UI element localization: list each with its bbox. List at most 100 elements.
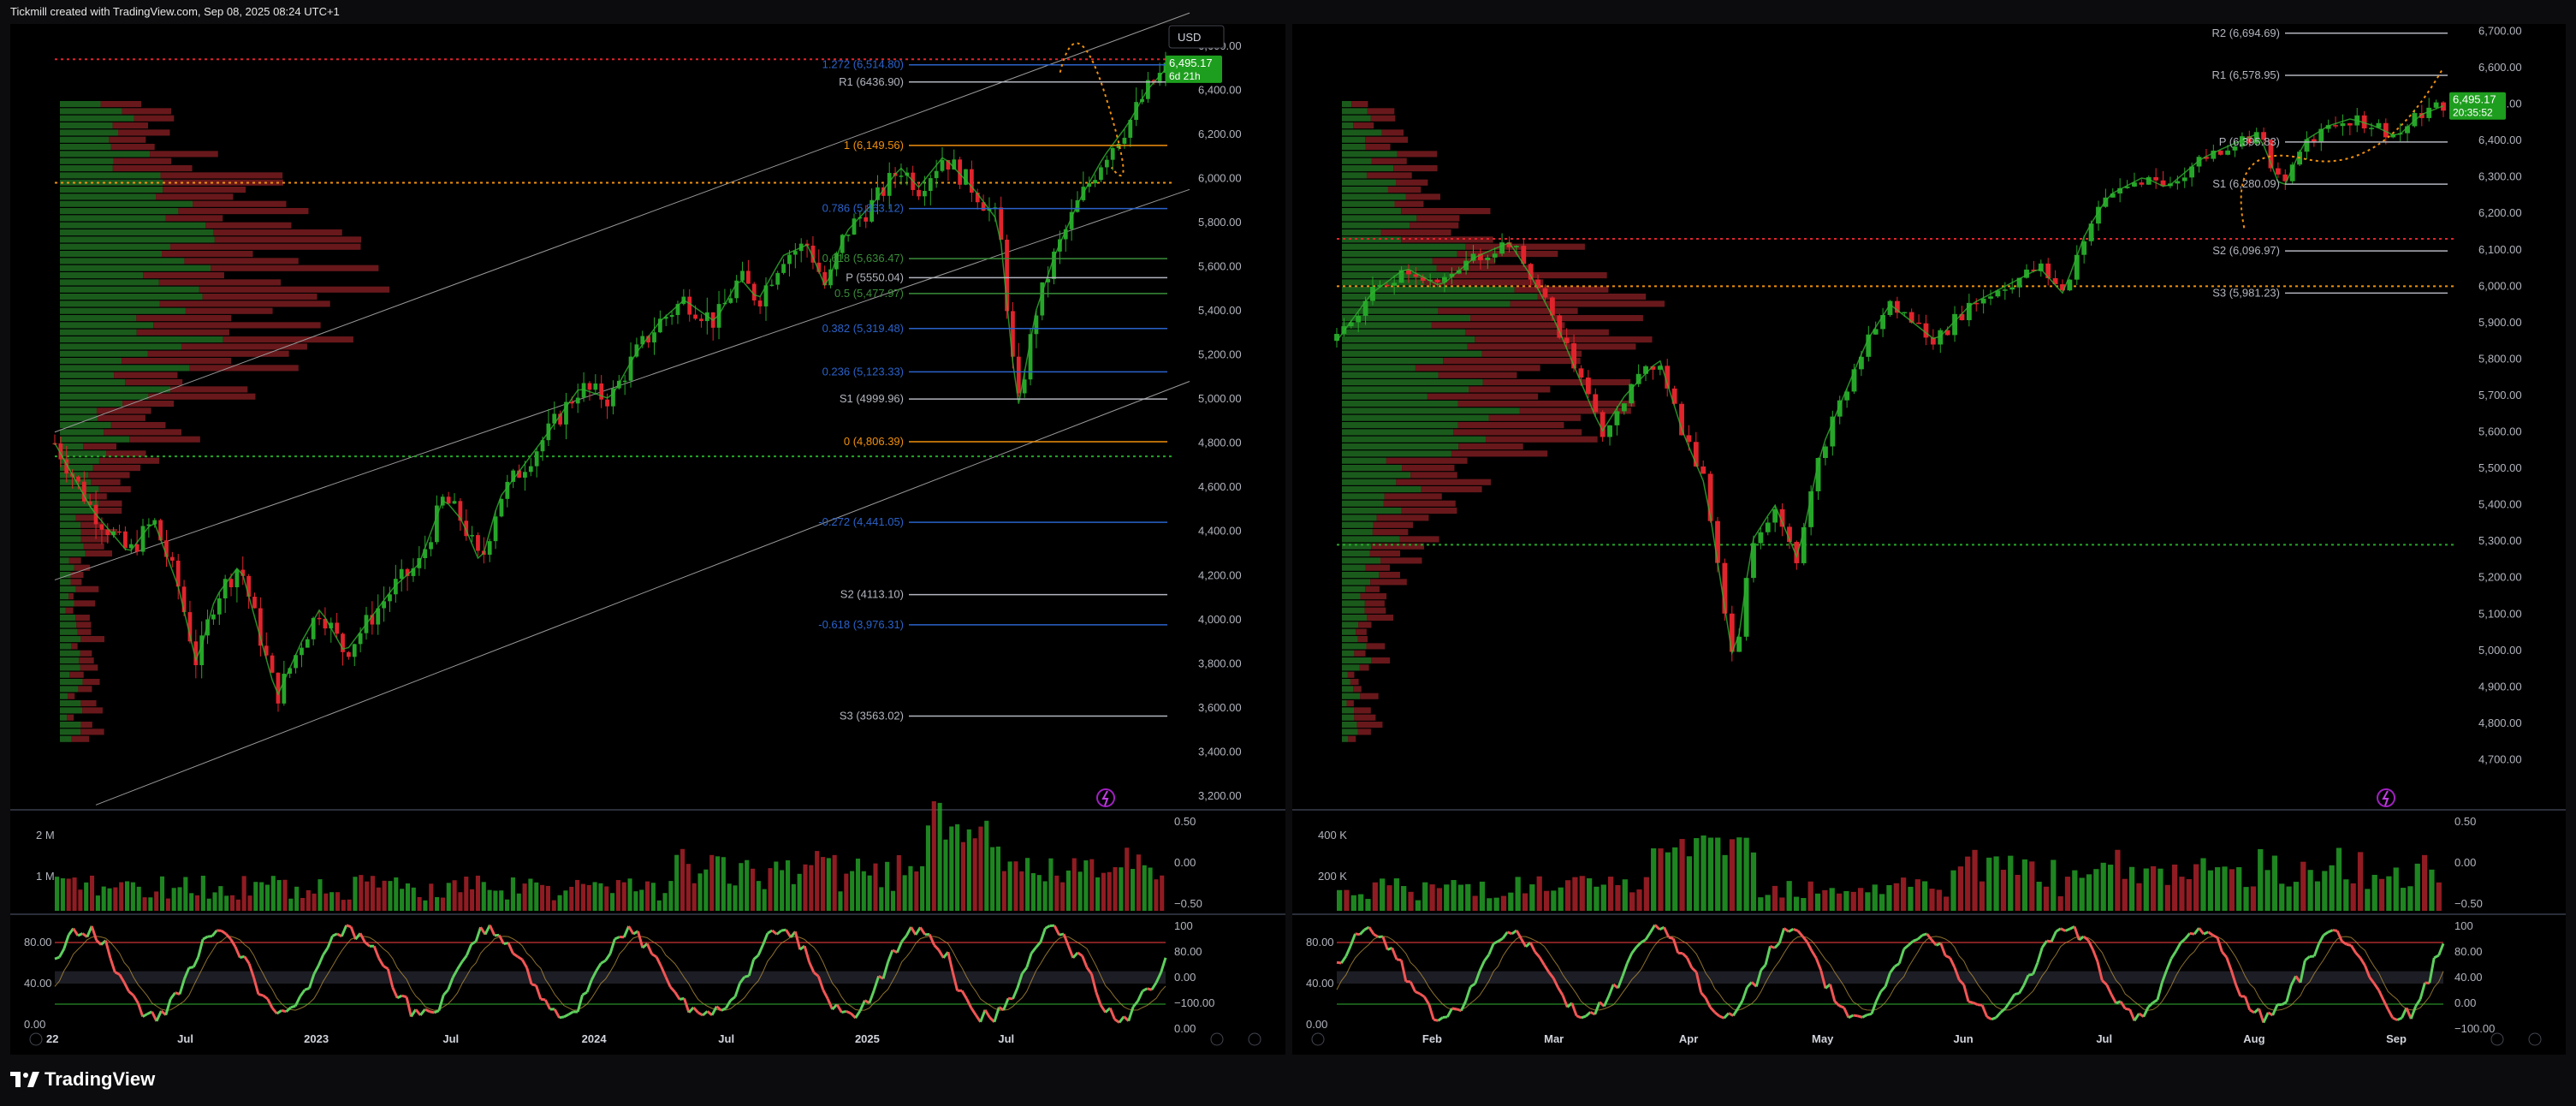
oscillator-main-segment [128, 990, 134, 996]
candle-body [751, 283, 757, 301]
volume-bar [1457, 884, 1464, 911]
oscillator-main-segment [2050, 931, 2057, 942]
volume-profile-up-bar [60, 628, 78, 635]
candle-body [2217, 150, 2223, 155]
oscillator-main-segment [531, 983, 537, 987]
oscillator-main-segment [1958, 978, 1965, 986]
candle-body [1442, 276, 1447, 282]
volume-bar [820, 857, 826, 911]
candle-body [1657, 366, 1663, 370]
volume-bars [55, 801, 1165, 911]
volume-bar [1429, 884, 1435, 911]
volume-profile-up-bar [60, 272, 144, 279]
candle-body [2275, 168, 2281, 175]
price-axis-label: 4,700.00 [2478, 752, 2522, 765]
alerts-lightning-icon[interactable] [1096, 788, 1115, 807]
volume-bar [1422, 882, 1428, 911]
volume-bar [388, 881, 393, 911]
volume-profile-up-bar [60, 607, 66, 614]
oscillator-main-segment [285, 1006, 292, 1013]
oscillator-main-segment [2359, 957, 2366, 966]
currency-button[interactable] [1168, 25, 1225, 49]
oscillator-main-segment [1773, 942, 1781, 949]
volume-profile-up-bar [60, 407, 97, 414]
volume-profile-down-bar [1464, 329, 1609, 336]
oscillator-main-segment [359, 932, 366, 943]
volume-bar [2378, 878, 2385, 911]
time-axis-label: Aug [2243, 1032, 2264, 1045]
zoom-reset-button[interactable] [29, 1032, 43, 1046]
volume-bar [1622, 879, 1628, 911]
volume-bar [2079, 877, 2085, 911]
left-chart-panel[interactable]: 6,600.006,400.006,200.006,000.005,800.00… [10, 12, 1285, 1055]
volume-bar [481, 882, 486, 911]
oscillator-main-segment [1884, 972, 1891, 988]
candle-body [981, 202, 986, 211]
volume-profile-down-bar [74, 600, 96, 607]
alerts-lightning-icon[interactable] [2377, 788, 2395, 807]
candle-body [870, 199, 875, 222]
auto-scale-button[interactable] [1210, 1032, 1224, 1046]
oscillator-main-segment [2377, 990, 2385, 1001]
oscillator-main-segment [271, 1007, 278, 1015]
volume-profile-up-bar [60, 543, 84, 550]
auto-scale-button[interactable] [2490, 1032, 2504, 1046]
right-chart-panel[interactable]: 6,700.006,600.006,500.006,400.006,300.00… [1292, 24, 2566, 1055]
candle-body [1377, 284, 1383, 287]
oscillator-main-segment [2003, 1001, 2011, 1009]
oscillator-main-segment [1806, 941, 1813, 952]
oscillator-main-segment [826, 998, 834, 1010]
volume-profile-down-bar [1360, 593, 1387, 600]
oscillator-main-segment [1603, 996, 1611, 1008]
oscillator-main-segment [2060, 927, 2066, 932]
price-axis-label: 3,800.00 [1198, 657, 1242, 669]
volume-profile-up-bar [1342, 486, 1422, 493]
settings-button[interactable] [2528, 1032, 2542, 1046]
candle-body [323, 618, 328, 629]
volume-bar [1154, 879, 1159, 911]
candle-body [335, 622, 340, 634]
volume-profile-up-bar [60, 379, 126, 386]
volume-profile-down-bar [1449, 272, 1607, 279]
candle-body [2038, 263, 2044, 271]
candle-body [305, 639, 310, 648]
oscillator-main-segment [2211, 934, 2218, 939]
volume-bar [575, 879, 580, 911]
volume-profile-up-bar [1342, 536, 1400, 543]
oscillator-main-segment [637, 931, 644, 948]
volume-bar [674, 854, 680, 911]
oscillator-main-segment [1704, 997, 1712, 1008]
oscillator-main-segment [447, 977, 454, 990]
candle-body [1011, 311, 1015, 357]
volume-bar [405, 883, 411, 911]
volume-bar [762, 889, 767, 911]
zoom-reset-button[interactable] [1311, 1032, 1325, 1046]
oscillator-main-segment [349, 926, 357, 940]
oscillator-main-segment [1150, 981, 1158, 991]
candle-body [1478, 253, 1483, 260]
candle-body [288, 668, 293, 675]
settings-button[interactable] [1248, 1032, 1261, 1046]
volume-profile-down-bar [1519, 407, 1631, 414]
oscillator-main-segment [733, 983, 741, 997]
candle-body [1736, 636, 1742, 652]
volume-bar [1344, 889, 1350, 911]
oscillator-main-segment [910, 926, 917, 936]
volume-bar [1071, 858, 1077, 911]
volume-profile-down-bar [1356, 628, 1367, 635]
candle-body [1456, 270, 1462, 274]
price-axis-label: 6,700.00 [2478, 25, 2522, 38]
volume-bar [890, 890, 896, 911]
oscillator-main-segment [752, 954, 760, 960]
price-axis-label: 5,100.00 [2478, 607, 2522, 620]
oscillator-main-segment [391, 986, 399, 999]
volume-profile-down-bar [70, 572, 84, 579]
volume-profile-up-bar [60, 251, 163, 258]
candle-body [816, 262, 822, 272]
tradingview-footer[interactable]: TradingView [10, 1068, 155, 1091]
volume-bar [1722, 854, 1728, 911]
oscillator-main-segment [1381, 936, 1389, 950]
volume-profile-down-bar [1452, 429, 1582, 436]
candle-body [117, 531, 122, 533]
volume-bar [1893, 883, 1899, 911]
